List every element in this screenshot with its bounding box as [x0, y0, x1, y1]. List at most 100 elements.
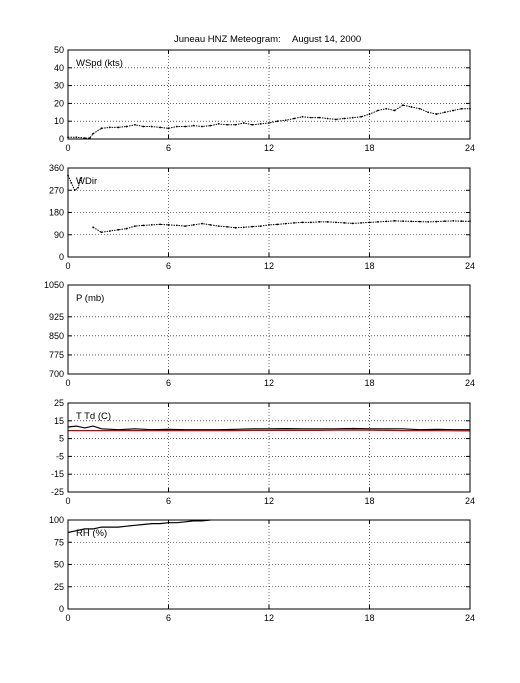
wspd-x-tick-label: 12 [264, 143, 274, 153]
wspd-series-0-point [234, 123, 237, 126]
wspd-series-0-point [201, 125, 203, 128]
wspd-series-0-point [402, 104, 404, 107]
temp-dewpoint-y-tick-label: -25 [51, 487, 64, 497]
pressure-y-tick-label: 1050 [44, 280, 64, 290]
wdir-series-1-point [410, 220, 413, 223]
temp-dewpoint-y-tick-label: 15 [54, 416, 64, 426]
wspd-series-0-point [175, 125, 178, 128]
pressure-x-tick-label: 6 [166, 378, 171, 388]
rh-x-tick-label: 6 [166, 613, 171, 623]
rh-series-0-line [67, 519, 211, 534]
wspd-series-0-point [385, 107, 388, 110]
rh-x-tick-label: 0 [65, 613, 70, 623]
wdir-series-1-point [175, 224, 178, 227]
wdir-series-1-point [351, 222, 354, 225]
wdir-y-tick-label: 0 [59, 252, 64, 262]
wdir-series-1-point [234, 226, 237, 229]
wdir-series-1-point [201, 222, 203, 225]
figure-title: Juneau HNZ Meteogram: [174, 34, 281, 45]
panel-temp-dewpoint: 0 6 12 18 24 -25 -15 -5 5 15 25 T Td (C) [51, 398, 475, 506]
wspd-series-0-point [268, 122, 270, 124]
wdir-series-1-point [460, 220, 463, 223]
wdir-y-tick-label: 90 [54, 230, 64, 240]
wspd-y-tick-label: 20 [54, 98, 64, 108]
wdir-series-1-point [293, 221, 296, 224]
wdir-series-1-point [360, 221, 363, 224]
wspd-series-0-point [184, 125, 187, 128]
wspd-series-0-point [443, 111, 446, 114]
temp-dewpoint-series-1-line [68, 429, 471, 432]
wspd-y-tick-label: 0 [59, 134, 64, 144]
rh-y-tick-label: 50 [54, 560, 64, 570]
wdir-series-1-point [259, 225, 262, 227]
pressure-y-tick-label: 700 [49, 369, 64, 379]
rh-y-tick-label: 0 [59, 604, 64, 614]
wdir-x-tick-label: 24 [465, 261, 475, 271]
wdir-x-tick-label: 18 [364, 261, 374, 271]
wspd-series-0-point [159, 126, 162, 129]
panel-wspd: 0 6 12 18 24 0 10 20 30 40 50 WSpd (kts) [54, 45, 475, 153]
wspd-series-0-point [452, 109, 455, 112]
pressure-x-tick-label: 18 [364, 378, 374, 388]
wspd-series-0-point [75, 136, 78, 139]
wspd-series-0-point [368, 113, 371, 115]
wspd-series-0-point [326, 117, 329, 120]
wspd-series-0-point [343, 117, 346, 120]
wspd-series-0-point [418, 107, 421, 110]
wspd-x-tick-label: 0 [65, 143, 70, 153]
wdir-series-1-point [284, 222, 287, 225]
temp-dewpoint-y-tick-label: -5 [56, 451, 64, 461]
wspd-series-0-point [460, 107, 463, 110]
temp-dewpoint-y-tick-label: 5 [59, 434, 64, 444]
wdir-series-1-point [142, 224, 145, 227]
wdir-series-1-point [393, 220, 396, 222]
wspd-series-0-point [117, 126, 120, 129]
wdir-series-1-point [418, 220, 421, 223]
wdir-series-1-trace [92, 220, 470, 233]
wspd-series-0-point [226, 123, 229, 126]
wspd-series-0-point [360, 115, 363, 118]
wdir-series-1-point [427, 220, 430, 223]
wspd-series-0-point [293, 117, 296, 120]
wdir-series-0-point [77, 186, 79, 189]
wspd-series-0-point [125, 125, 128, 128]
panel-wdir: 0 6 12 18 24 0 90 180 270 360 WDir [49, 163, 475, 271]
pressure-y-tick-label: 775 [49, 350, 64, 360]
wdir-series-0-point [80, 176, 83, 179]
wdir-series-1-point [376, 220, 379, 223]
wdir-series-1-point [368, 221, 371, 224]
wdir-series-1-point [318, 220, 321, 223]
wdir-series-1-point [184, 225, 187, 227]
wdir-series-1-point [209, 223, 212, 226]
wdir-y-tick-label: 180 [49, 208, 64, 218]
wspd-series-0-point [335, 118, 337, 121]
wdir-x-tick-label: 0 [65, 261, 70, 271]
rh-x-tick-label: 24 [465, 613, 475, 623]
wdir-series-1-point [309, 221, 312, 224]
wspd-y-tick-label: 50 [54, 45, 64, 55]
wspd-series-0-point [309, 116, 312, 119]
wspd-y-tick-label: 30 [54, 81, 64, 91]
wdir-series-1-point [125, 227, 128, 230]
rh-y-tick-label: 25 [54, 582, 64, 592]
wdir-series-1-point [251, 225, 254, 228]
rh-x-tick-label: 18 [364, 613, 374, 623]
figure-date: August 14, 2000 [292, 34, 361, 45]
wspd-series-0-point [142, 125, 145, 128]
wdir-series-1-point [301, 221, 304, 224]
rh-x-tick-label: 12 [264, 613, 274, 623]
pressure-panel-label: P (mb) [76, 293, 104, 304]
wdir-series-1-point [192, 223, 195, 226]
temp-dewpoint-y-tick-label: -15 [51, 469, 64, 479]
wdir-series-1-point [134, 225, 136, 227]
rh-panel-label: RH (%) [76, 528, 107, 539]
wspd-series-0-point [100, 127, 103, 130]
wspd-series-0-trace [68, 104, 470, 139]
wspd-series-0-point [167, 127, 170, 130]
wspd-x-tick-label: 24 [465, 143, 475, 153]
temp-dewpoint-x-tick-label: 6 [166, 496, 171, 506]
wspd-series-0-point [150, 125, 153, 128]
rh-y-tick-label: 75 [54, 537, 64, 547]
wspd-series-0-point [435, 113, 438, 115]
